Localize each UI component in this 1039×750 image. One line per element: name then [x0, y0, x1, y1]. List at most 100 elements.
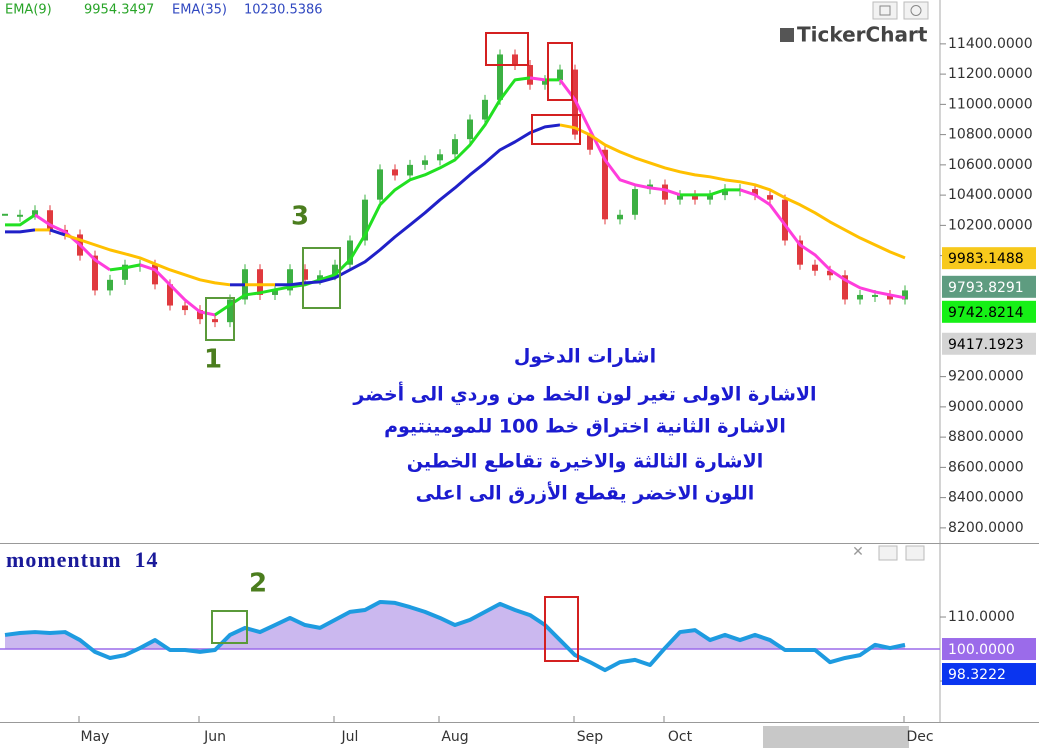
candle	[152, 264, 158, 285]
price-tag-label: 9983.1488	[948, 251, 1024, 267]
candle	[17, 214, 23, 217]
y-tick-label: 11400.0000	[948, 36, 1033, 52]
price-tag-label: 9742.8214	[948, 305, 1024, 321]
highlight-box	[485, 32, 529, 66]
price-tag-label: 9793.8291	[948, 280, 1024, 296]
candle	[902, 290, 908, 300]
price-tag	[942, 275, 1036, 298]
x-tick-label: Oct	[668, 729, 693, 745]
candle	[332, 264, 338, 276]
settings-button[interactable]	[903, 1, 929, 20]
highlight-box	[205, 297, 235, 341]
x-tick-label: Jul	[341, 729, 359, 745]
settings-button[interactable]	[905, 545, 925, 561]
candle	[347, 240, 353, 265]
price-tag	[942, 247, 1036, 270]
x-tick-label: Dec	[906, 729, 933, 745]
highlight-box	[211, 610, 248, 644]
candle	[707, 195, 713, 200]
annotation-text: اللون الاخضر يقطع الأزرق الى اعلى	[416, 482, 755, 505]
candle	[302, 269, 308, 280]
y-tick-label: 8600.0000	[948, 459, 1024, 475]
scrollbar[interactable]	[763, 726, 909, 748]
price-tag-label: 100.0000	[948, 642, 1015, 658]
candle	[212, 319, 218, 323]
line-segment	[529, 76, 546, 82]
candle	[287, 269, 293, 291]
y-tick-label: 11200.0000	[948, 66, 1033, 82]
candle	[437, 154, 443, 161]
candle	[767, 195, 773, 200]
highlight-box	[544, 596, 579, 662]
legend-name: EMA(9)	[5, 3, 52, 18]
legend-value: 9954.3497	[84, 3, 154, 18]
candle	[512, 54, 518, 66]
candle	[692, 195, 698, 200]
candle	[182, 305, 188, 311]
candle	[887, 294, 893, 300]
highlight-box	[531, 114, 581, 145]
candle	[122, 264, 128, 280]
candle	[452, 139, 458, 155]
candle	[377, 169, 383, 200]
line-segment	[680, 188, 740, 197]
x-tick-label: Aug	[441, 729, 468, 745]
candle	[47, 210, 53, 230]
logo-icon	[780, 28, 794, 42]
y-tick-label: 8200.0000	[948, 520, 1024, 536]
candle	[542, 80, 548, 85]
candle	[197, 310, 203, 320]
minimize-button[interactable]	[872, 1, 898, 20]
y-tick-label: 9000.0000	[948, 399, 1024, 415]
y-tick-label: 10600.0000	[948, 157, 1033, 173]
candle	[392, 169, 398, 176]
logo: TickerChart	[797, 23, 928, 47]
candle	[827, 270, 833, 276]
annotations: 1 2 3 اشارات الدخول الاشارة الاولى تغير …	[204, 32, 817, 662]
candle	[107, 279, 113, 291]
candle	[722, 189, 728, 196]
candle	[422, 160, 428, 165]
annotation-text: الاشارة الاولى تغير لون الخط من وردي الى…	[352, 382, 816, 407]
candle	[797, 240, 803, 265]
x-tick-label: May	[81, 729, 110, 745]
price-tag	[942, 332, 1036, 355]
line-segment	[275, 123, 561, 287]
line-segment	[4, 599, 906, 673]
candle	[527, 65, 533, 85]
price-tag	[942, 663, 1036, 686]
annotation-text: الاشارة الثانية اختراق خط 100 للمومينتيو…	[384, 416, 786, 438]
candle	[482, 99, 488, 120]
candle	[362, 199, 368, 241]
candle	[497, 54, 503, 100]
marker: 3	[291, 202, 309, 232]
legend-value: 10230.5386	[244, 3, 323, 18]
y-tick-label: 10400.0000	[948, 187, 1033, 203]
price-tag-label: 9417.1923	[948, 337, 1024, 353]
line-segment	[49, 228, 66, 237]
annotation-text: اشارات الدخول	[514, 346, 656, 368]
candle	[32, 210, 38, 215]
candle	[602, 149, 608, 220]
close-button[interactable]: ✕	[852, 544, 864, 560]
line-segment	[558, 78, 681, 197]
candle	[272, 290, 278, 295]
candle	[467, 119, 473, 140]
marker: 2	[249, 569, 267, 599]
y-tick-label: 10800.0000	[948, 127, 1033, 143]
panel-title: momentum 14	[6, 547, 159, 572]
marker: 1	[204, 345, 222, 375]
candle	[842, 275, 848, 300]
window-buttons: ✕	[852, 1, 929, 561]
minimize-button[interactable]	[878, 545, 898, 561]
icon	[879, 5, 891, 16]
highlight-box	[302, 247, 341, 309]
candle	[257, 269, 263, 295]
candle	[632, 189, 638, 215]
line-segment	[64, 233, 231, 287]
line-segment	[5, 228, 36, 234]
y-tick-label: 8800.0000	[948, 429, 1024, 445]
candle	[857, 294, 863, 300]
candle	[782, 199, 788, 241]
candle	[872, 294, 878, 297]
